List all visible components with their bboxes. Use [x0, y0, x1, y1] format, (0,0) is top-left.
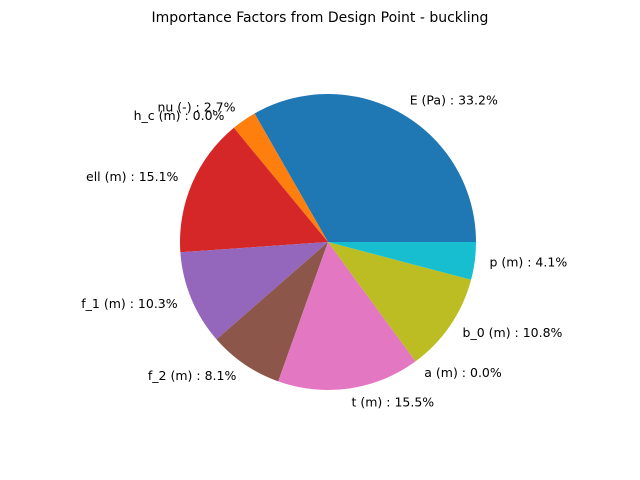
- pie-slices: [180, 94, 476, 390]
- pie-slice-label-0: E (Pa) : 33.2%: [410, 93, 498, 108]
- pie-slice-label-4: f_1 (m) : 10.3%: [81, 296, 177, 311]
- chart-title: Importance Factors from Design Point - b…: [152, 10, 489, 26]
- pie-labels: E (Pa) : 33.2% nu (-) : 2.7%h_c (m) : 0.0…: [81, 93, 567, 410]
- pie-slice-8: [328, 242, 472, 362]
- pie-slice-5: [216, 242, 328, 382]
- pie-slice-label-2: h_c (m) : 0.0%: [134, 108, 225, 123]
- pie-slice-label-1: nu (-) : 2.7%: [157, 100, 235, 115]
- pie-slice-label-3: ell (m) : 15.1%: [86, 169, 179, 184]
- pie-slice-0: [254, 94, 476, 242]
- pie-slice-label-9: p (m) : 4.1%: [489, 254, 567, 269]
- pie-slice-label-6: t (m) : 15.5%: [351, 395, 434, 410]
- pie-slice-9: [328, 242, 476, 280]
- pie-slice-1: [233, 113, 328, 243]
- pie-slice-label-5: f_2 (m) : 8.1%: [148, 368, 237, 383]
- pie-slice-label-8: b_0 (m) : 10.8%: [463, 325, 563, 340]
- pie-slice-4: [180, 242, 328, 340]
- pie-slice-6: [278, 242, 416, 390]
- pie-slice-label-7: a (m) : 0.0%: [424, 365, 502, 380]
- pie-slice-3: [180, 127, 328, 253]
